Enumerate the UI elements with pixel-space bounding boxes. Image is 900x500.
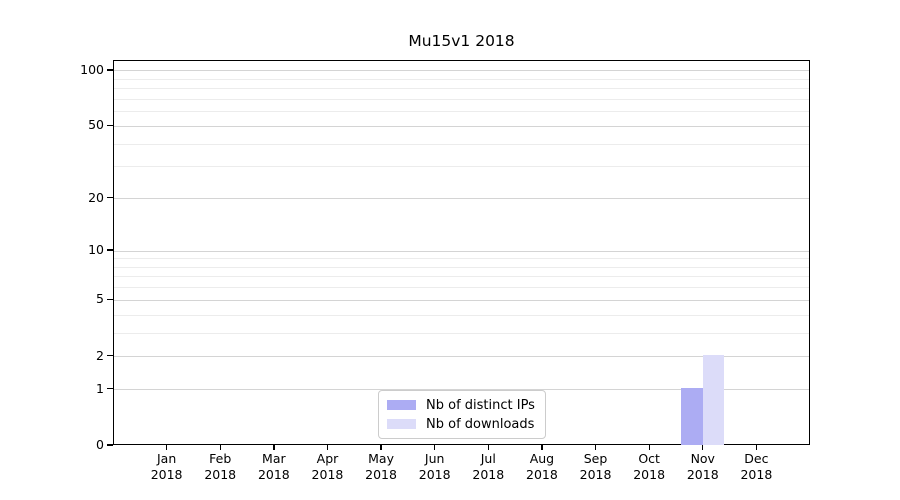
y-axis-tick-label: 10	[88, 242, 104, 258]
legend-swatch-distinct-ips	[387, 400, 416, 410]
gridline-major	[114, 299, 809, 301]
bar-nov-downloads	[702, 355, 724, 445]
y-axis-tick	[107, 196, 113, 199]
x-axis-tick	[755, 445, 758, 450]
legend: Nb of distinct IPs Nb of downloads	[378, 390, 546, 439]
x-axis-tick	[166, 445, 168, 450]
x-axis-tick	[219, 445, 221, 450]
x-axis-tick-label: Nov 2018	[686, 451, 719, 482]
y-axis-tick	[107, 249, 113, 251]
x-axis-tick-label: Aug 2018	[526, 451, 558, 482]
y-axis-tick-label: 50	[88, 117, 104, 133]
x-axis-tick-label: Feb 2018	[204, 451, 237, 482]
legend-item-downloads: Nb of downloads	[387, 415, 535, 433]
gridline-minor	[114, 276, 809, 278]
gridline-minor	[114, 111, 809, 113]
x-axis-tick-label: Dec 2018	[740, 451, 773, 482]
y-axis-tick	[107, 69, 113, 71]
plot-area	[113, 60, 810, 445]
gridline-minor	[114, 88, 809, 90]
x-axis-tick-label: Sep 2018	[579, 451, 612, 482]
legend-label-downloads: Nb of downloads	[426, 416, 535, 432]
gridline-major	[114, 70, 809, 72]
x-axis-tick-label: Jan 2018	[150, 451, 183, 482]
x-axis-tick	[326, 445, 329, 450]
gridline-major	[114, 198, 809, 199]
x-axis-tick	[487, 445, 489, 450]
x-axis-tick	[702, 445, 704, 450]
y-axis-tick	[107, 298, 113, 301]
x-axis-tick	[648, 445, 650, 450]
bar-nov-distinct-ips	[681, 388, 703, 445]
x-axis-tick	[594, 445, 597, 450]
y-axis-tick	[107, 444, 113, 446]
x-axis-tick	[380, 445, 382, 450]
legend-item-distinct-ips: Nb of distinct IPs	[387, 396, 535, 414]
x-axis-tick-label: Mar 2018	[257, 451, 290, 482]
gridline-minor	[114, 78, 809, 80]
x-axis-tick-label: Apr 2018	[311, 451, 344, 482]
gridline-minor	[114, 143, 809, 145]
gridline-major	[114, 356, 809, 358]
gridline-minor	[114, 98, 809, 100]
y-axis-tick	[107, 388, 113, 390]
gridline-major	[114, 125, 809, 127]
y-axis-tick-label: 2	[96, 347, 104, 363]
chart-title: Mu15v1 2018	[408, 32, 515, 50]
gridline-minor	[114, 258, 809, 260]
legend-swatch-downloads	[387, 419, 416, 429]
y-axis-tick-label: 100	[80, 61, 104, 77]
y-axis-tick-label: 20	[88, 189, 104, 205]
gridline-minor	[114, 332, 809, 334]
x-axis-tick	[273, 445, 275, 450]
gridline-minor	[114, 314, 809, 316]
x-axis-tick-label: May 2018	[365, 451, 397, 482]
y-axis-tick-label: 5	[96, 291, 104, 307]
gridline-minor	[114, 166, 809, 168]
y-axis-tick-label: 1	[96, 380, 104, 396]
x-axis-tick-label: Oct 2018	[633, 451, 666, 482]
x-axis-tick-label: Jun 2018	[418, 451, 451, 482]
y-axis-tick	[107, 124, 113, 127]
gridline-minor	[114, 266, 809, 268]
gridline-major	[114, 250, 809, 252]
x-axis-tick	[541, 445, 543, 450]
legend-label-distinct-ips: Nb of distinct IPs	[426, 397, 535, 413]
gridline-major	[114, 389, 809, 391]
y-axis-tick-label: 0	[96, 437, 104, 452]
x-axis-tick	[434, 445, 436, 450]
x-axis-tick-label: Jul 2018	[472, 451, 505, 482]
y-axis-tick	[107, 355, 113, 357]
gridline-minor	[114, 287, 809, 289]
